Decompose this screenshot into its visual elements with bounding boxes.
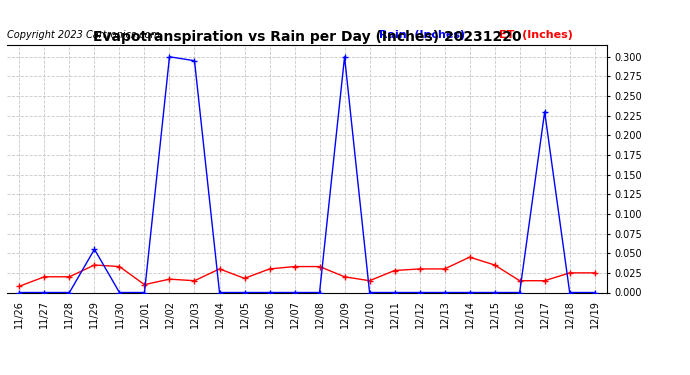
Text: ET  (Inches): ET (Inches) [499,30,573,40]
Text: Copyright 2023 Cartronics.com: Copyright 2023 Cartronics.com [7,30,160,40]
Text: Rain  (Inches): Rain (Inches) [379,30,465,40]
Title: Evapotranspiration vs Rain per Day (Inches) 20231220: Evapotranspiration vs Rain per Day (Inch… [92,30,522,44]
